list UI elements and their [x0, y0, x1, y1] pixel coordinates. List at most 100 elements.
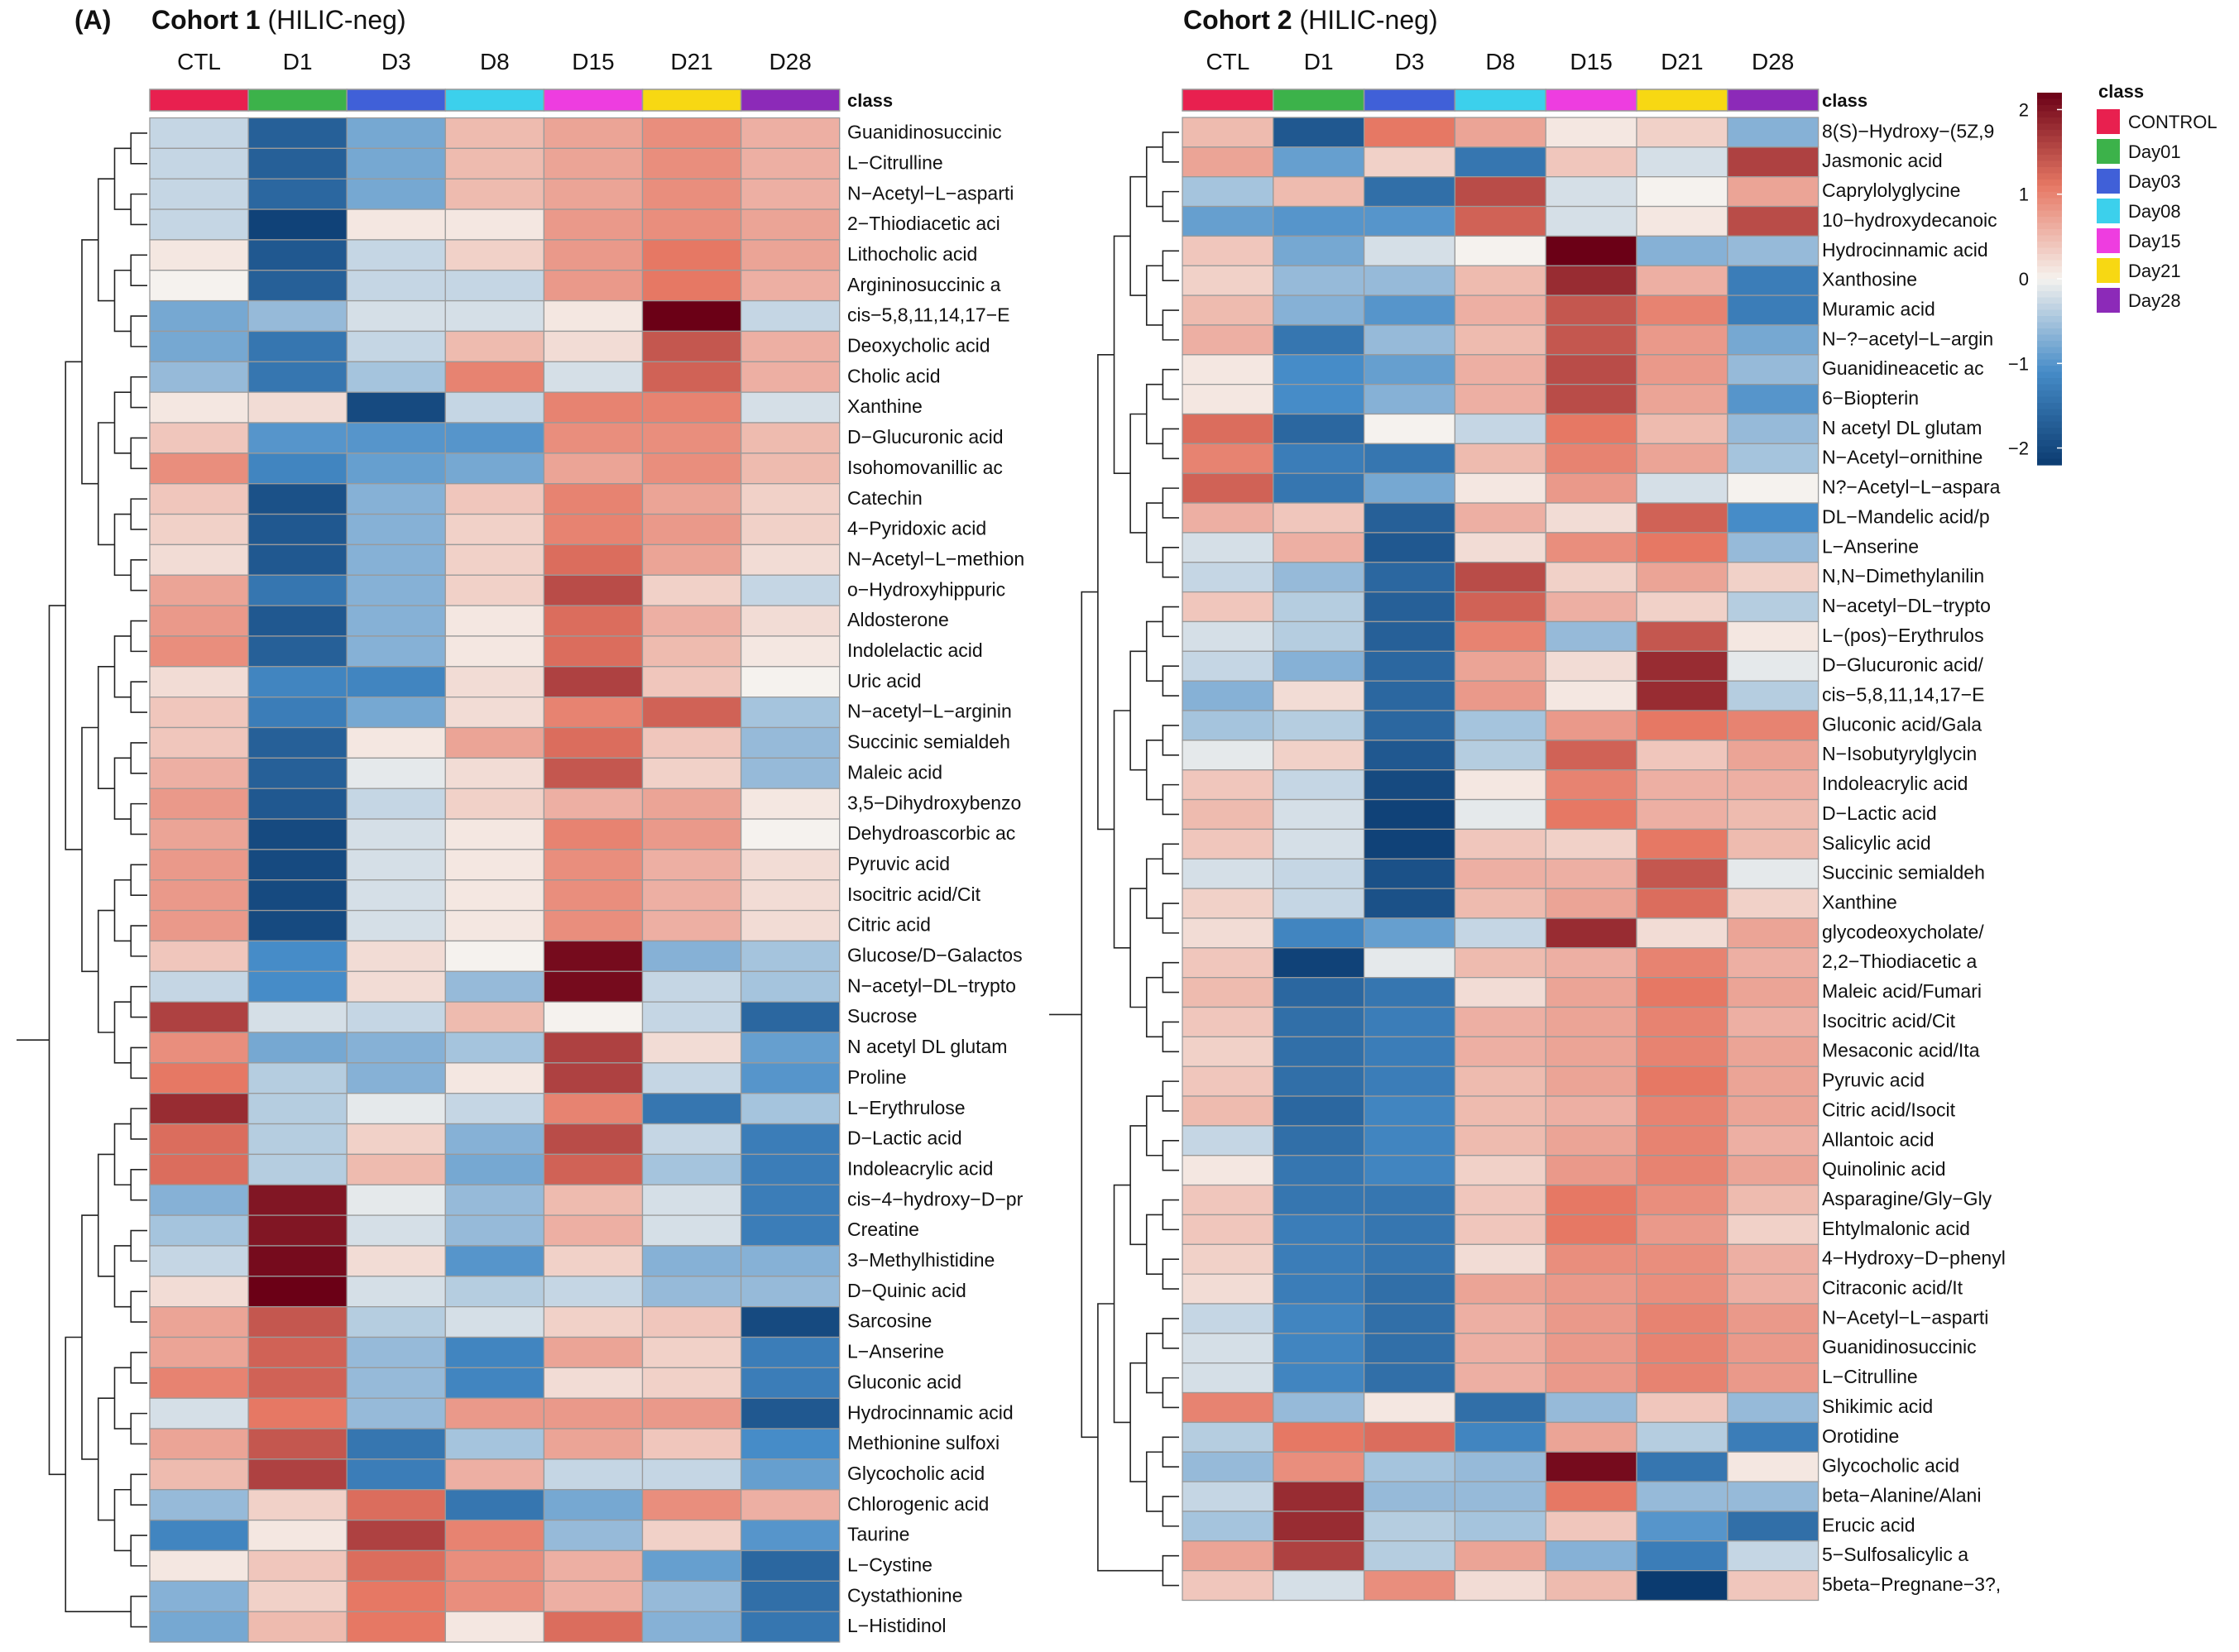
heatmap-cell — [1636, 1362, 1728, 1394]
row-label: glycodeoxycholate/ — [1822, 921, 1984, 942]
heatmap-cell — [247, 208, 348, 241]
dendrogram-branch — [1162, 487, 1179, 519]
legend-label: Day21 — [2128, 261, 2181, 281]
row-label: Gluconic acid — [847, 1371, 961, 1392]
heatmap-cell — [247, 1336, 348, 1368]
color-scale-step — [2037, 136, 2062, 143]
dendrogram-branch — [113, 147, 132, 210]
heatmap-cell — [1273, 1511, 1365, 1542]
heatmap-cell — [1727, 562, 1819, 593]
heatmap-cell — [641, 697, 742, 729]
legend-swatch — [2097, 109, 2120, 134]
heatmap-cell — [1545, 1303, 1637, 1334]
heatmap-cell — [1182, 1065, 1274, 1097]
heatmap-cell — [247, 1123, 348, 1156]
dendrogram-branch — [1097, 1303, 1163, 1572]
heatmap-cell — [543, 849, 644, 881]
heatmap-cell — [1182, 1421, 1274, 1453]
heatmap-cell — [1182, 146, 1274, 178]
heatmap-cell — [1727, 1540, 1819, 1572]
color-scale-step — [2037, 347, 2062, 354]
heatmap-cell — [1273, 888, 1365, 919]
row-label: 5beta−Pregnane−3?, — [1822, 1573, 2001, 1595]
heatmap-cell — [247, 453, 348, 485]
column-header-ctl: CTL — [177, 49, 221, 74]
heatmap-cell — [1182, 1125, 1274, 1156]
dendrogram-branch — [1162, 250, 1179, 281]
cohort1-title: Cohort 1 (HILIC-neg) — [151, 5, 406, 36]
heatmap-cell — [444, 635, 545, 668]
dendrogram-branch — [1145, 620, 1163, 682]
heatmap-cell — [1545, 502, 1637, 534]
row-label: Guanidinosuccinic — [847, 122, 1002, 143]
heatmap-cell — [1727, 858, 1819, 889]
heatmap-cell — [346, 1093, 446, 1125]
heatmap-cell — [740, 361, 841, 393]
heatmap-cell — [1363, 502, 1456, 534]
heatmap-cell — [1545, 710, 1637, 741]
heatmap-cell — [444, 1458, 545, 1491]
heatmap-cell — [444, 849, 545, 881]
heatmap-cell — [641, 208, 742, 241]
row-label: Jasmonic acid — [1822, 150, 1943, 171]
heatmap-cell — [1454, 1155, 1546, 1186]
row-label: L−Citrulline — [1822, 1366, 1918, 1387]
heatmap-cell — [346, 879, 446, 912]
heatmap-cell — [346, 757, 446, 789]
dendrogram-branch — [1145, 1214, 1163, 1275]
row-label: L−Histidinol — [847, 1615, 947, 1636]
heatmap-cell — [1636, 1540, 1728, 1572]
heatmap-cell — [444, 1001, 545, 1033]
color-scale-tick-label: −2 — [2008, 438, 2029, 459]
heatmap-cell — [247, 361, 348, 393]
heatmap-cell — [641, 513, 742, 546]
heatmap-cell — [1636, 917, 1728, 949]
dendrogram-branch — [1162, 843, 1179, 874]
heatmap-cell — [149, 1123, 249, 1156]
heatmap-cell — [149, 453, 249, 485]
legend-swatch — [2097, 288, 2120, 313]
heatmap-cell — [1454, 354, 1546, 385]
heatmap-cell — [1182, 917, 1274, 949]
heatmap-cell — [247, 1489, 348, 1521]
dendrogram-branch — [97, 1397, 115, 1521]
row-label: N−?−acetyl−L−argin — [1822, 328, 1993, 349]
heatmap-cell — [1727, 265, 1819, 296]
heatmap-cell — [247, 1519, 348, 1552]
heatmap-cell — [247, 117, 348, 149]
heatmap-cell — [346, 270, 446, 302]
heatmap-cell — [149, 1458, 249, 1491]
heatmap-cell — [444, 270, 545, 302]
heatmap-cell — [1363, 1273, 1456, 1305]
heatmap-cell — [1363, 1481, 1456, 1512]
heatmap-cell — [346, 208, 446, 241]
color-scale-step — [2037, 328, 2062, 336]
heatmap-cell — [247, 605, 348, 637]
dendrogram-branch — [1162, 783, 1179, 816]
heatmap-cell — [149, 818, 249, 850]
heatmap-cell — [641, 1549, 742, 1582]
row-label: D−Glucuronic acid — [847, 426, 1004, 448]
heatmap-cell — [247, 1611, 348, 1643]
heatmap-cell — [543, 1306, 644, 1338]
heatmap-cell — [740, 970, 841, 1003]
dendrogram-branch — [48, 605, 66, 1476]
row-label: D−Lactic acid — [847, 1128, 962, 1149]
heatmap-cell — [740, 178, 841, 210]
heatmap-cell — [444, 1367, 545, 1399]
heatmap-cell — [1454, 176, 1546, 208]
heatmap-cell — [543, 1032, 644, 1064]
heatmap-cell — [1727, 947, 1819, 979]
dendrogram-branch — [1162, 1199, 1179, 1231]
heatmap-cell — [1363, 740, 1456, 771]
heatmap-cell — [1636, 1184, 1728, 1216]
heatmap-cell — [1363, 828, 1456, 860]
color-scale-step — [2037, 279, 2062, 286]
heatmap-cell — [543, 1153, 644, 1185]
heatmap-cell — [1454, 1273, 1546, 1305]
dendrogram-branch — [130, 132, 147, 165]
cohort2-title-rest: (HILIC-neg) — [1292, 5, 1438, 35]
dendrogram-branch — [1113, 235, 1131, 474]
row-label: L−Citrulline — [847, 151, 943, 173]
